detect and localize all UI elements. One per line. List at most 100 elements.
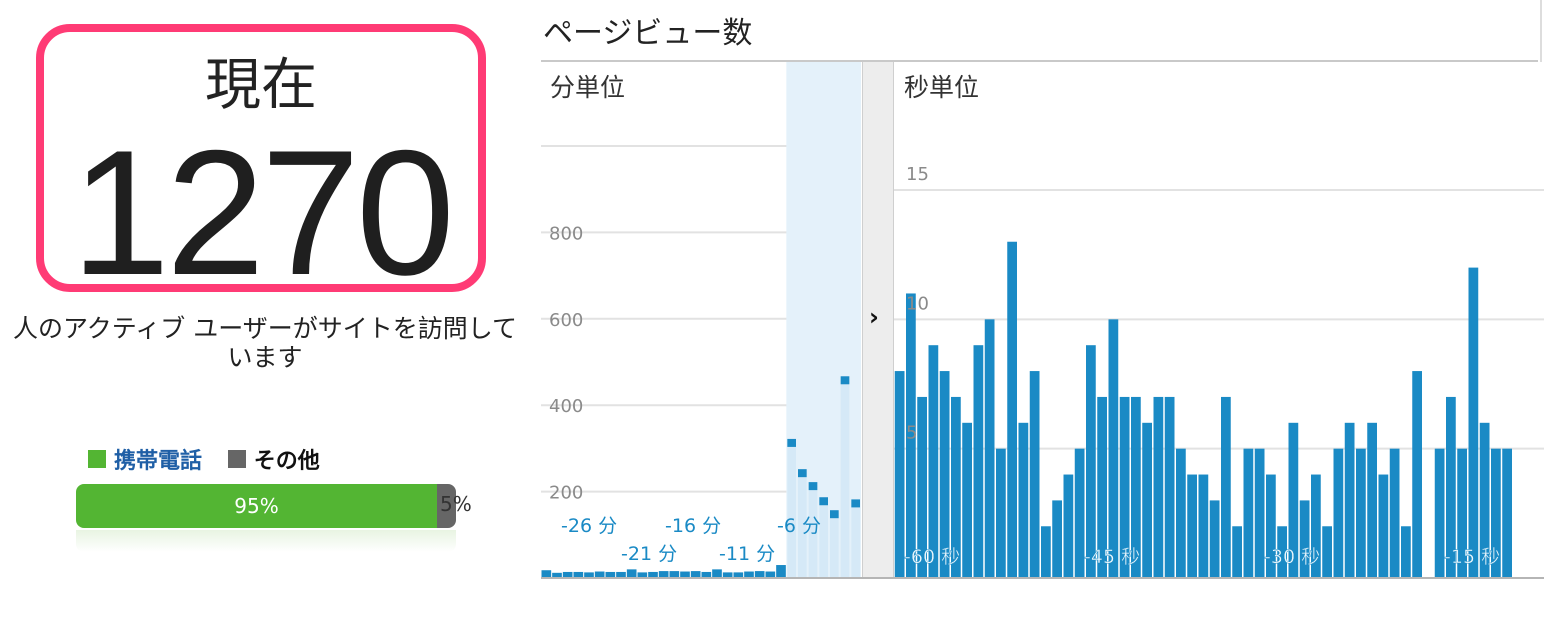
bar — [626, 569, 637, 578]
bar — [996, 448, 1006, 578]
bar — [1502, 448, 1512, 578]
bar — [1446, 396, 1456, 578]
per-second-chart-svg: 5 10 15 -60 秒 -45 秒 -30 秒 -15 秒 — [894, 164, 1544, 578]
bar — [1007, 241, 1017, 578]
bar — [1322, 526, 1332, 578]
x-tick-label: -6 分 — [777, 515, 821, 537]
per-minute-label: 分単位 — [550, 73, 626, 102]
legend-item-mobile[interactable]: 携帯電話 — [88, 443, 202, 475]
bar — [1311, 474, 1321, 578]
bar — [776, 565, 786, 578]
bar — [701, 571, 712, 578]
bar — [658, 571, 669, 578]
bar — [1063, 474, 1074, 578]
per-second-label: 秒単位 — [904, 73, 980, 102]
bar — [1254, 448, 1265, 578]
bar — [605, 571, 616, 578]
bar-fill — [851, 502, 860, 578]
bar — [906, 293, 916, 578]
x-tick-label: -45 秒 — [1084, 546, 1140, 568]
bar — [1108, 319, 1119, 578]
bar — [1097, 396, 1107, 578]
y-tick-label: 800 — [549, 223, 583, 244]
bar — [1074, 448, 1085, 578]
bar — [928, 345, 939, 578]
bar — [1434, 448, 1445, 578]
bar — [1401, 526, 1411, 578]
bar — [1243, 448, 1254, 578]
chevron-right-icon[interactable]: › — [869, 303, 879, 331]
chart-expander[interactable] — [862, 62, 894, 578]
bar — [951, 396, 961, 578]
bar — [1266, 474, 1276, 578]
bar — [830, 510, 839, 519]
bar — [722, 572, 733, 578]
active-users-label: 現在 — [205, 53, 317, 118]
bar — [594, 571, 605, 578]
device-legend: 携帯電話 その他 — [88, 443, 338, 475]
bar — [1018, 422, 1029, 578]
mobile-share-value: 95% — [234, 494, 279, 518]
bar — [690, 571, 701, 578]
bar — [1131, 396, 1141, 578]
bar — [819, 497, 828, 506]
bar — [562, 571, 573, 578]
x-tick-label: -11 分 — [719, 543, 775, 565]
bar — [939, 371, 950, 578]
bar — [1389, 448, 1400, 578]
bar — [1412, 371, 1422, 578]
bar — [1029, 371, 1040, 578]
x-tick-label: -30 秒 — [1264, 546, 1320, 568]
mobile-share-segment[interactable]: 95% — [76, 484, 437, 528]
bar — [616, 571, 626, 578]
bar-fill — [798, 472, 807, 578]
per-second-chart: 5 10 15 -60 秒 -45 秒 -30 秒 -15 秒 秒単位 — [894, 62, 1544, 578]
bar — [1367, 422, 1377, 578]
bar-fill — [840, 379, 850, 578]
y-tick-label: 400 — [549, 396, 583, 417]
bar — [1378, 474, 1389, 578]
bar — [1299, 500, 1310, 578]
bar — [1164, 396, 1175, 578]
bar — [1086, 345, 1096, 578]
bar — [1468, 267, 1479, 578]
bar-fill — [830, 513, 839, 578]
other-share-segment[interactable] — [437, 484, 456, 528]
per-minute-chart-svg: 200 400 600 800 -26 分-21 分 -16 分 -11 分-6 分 — [541, 62, 861, 578]
bar — [787, 438, 796, 447]
x-tick-label: -21 分 — [621, 543, 677, 565]
y-tick-label: 5 — [906, 423, 917, 444]
x-tick-label: -16 分 — [665, 515, 721, 537]
bar — [754, 571, 765, 578]
active-users-caption: 人のアクティブ ユーザーがサイトを訪問しています — [13, 314, 517, 372]
per-minute-chart: 200 400 600 800 -26 分 -21 分 -16 分 -11 分 -6 分 分単位 — [541, 62, 861, 578]
bar — [808, 482, 818, 491]
bar — [894, 371, 905, 578]
bar — [973, 345, 984, 578]
x-tick-label: -60 秒 — [904, 546, 960, 568]
bar — [1052, 500, 1062, 578]
device-share-bar[interactable]: 95% — [76, 484, 456, 528]
bar — [1333, 448, 1344, 578]
bar — [1119, 396, 1130, 578]
bar-reflection — [76, 530, 456, 552]
chart-baseline — [541, 577, 1544, 579]
bar — [1142, 422, 1152, 578]
bar-fill — [819, 500, 828, 578]
bar — [1277, 526, 1287, 578]
bar — [1198, 474, 1209, 578]
legend-item-other[interactable]: その他 — [227, 443, 320, 475]
y-tick-label: 15 — [906, 164, 929, 185]
legend-label-other: その他 — [253, 449, 320, 474]
bar — [1479, 422, 1490, 578]
bar — [712, 569, 722, 578]
bar — [1221, 396, 1231, 578]
bar — [1041, 526, 1051, 578]
bar — [1232, 526, 1242, 578]
active-users-box: 現在 1270 — [36, 24, 486, 302]
legend-label-mobile: 携帯電話 — [114, 449, 203, 474]
bar — [637, 572, 648, 578]
bar — [1288, 422, 1299, 578]
bar — [1187, 474, 1197, 578]
x-tick-label: -26 分 — [561, 515, 617, 537]
